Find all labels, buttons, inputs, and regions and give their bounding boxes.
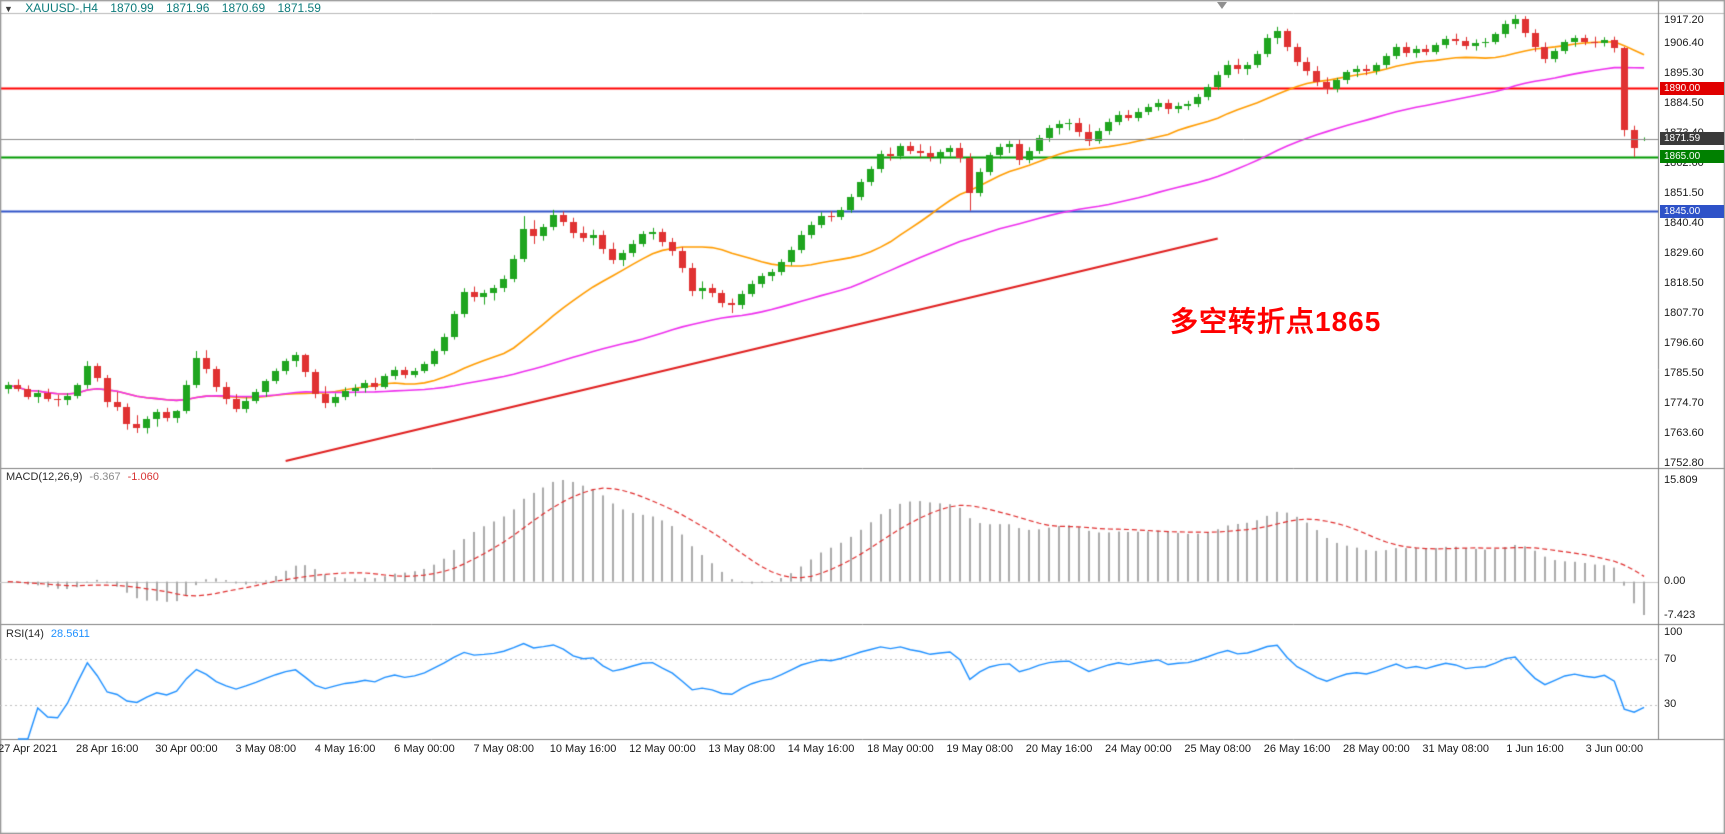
time-axis-label: 30 Apr 00:00	[155, 743, 218, 755]
time-axis-label: 3 May 08:00	[235, 743, 297, 755]
time-axis-label: 25 May 08:00	[1184, 743, 1252, 755]
rsi-value: 28.5611	[50, 628, 90, 640]
price-axis-label: 1796.60	[1664, 336, 1704, 349]
time-axis-label: 13 May 08:00	[708, 743, 776, 755]
time-axis-label: 14 May 16:00	[787, 743, 855, 755]
chart-shift-marker-icon[interactable]	[1217, 2, 1227, 9]
macd-main-value: -6.367	[89, 471, 121, 483]
low-value: 1870.69	[221, 1, 266, 15]
chart-annotation-text[interactable]: 多空转折点1865	[1170, 306, 1382, 337]
macd-axis-label: 15.809	[1664, 473, 1698, 486]
price-axis-label: 1840.40	[1664, 217, 1704, 230]
high-value: 1871.96	[166, 1, 210, 15]
time-axis-label: 28 Apr 16:00	[75, 743, 139, 755]
time-axis-label: 12 May 00:00	[629, 743, 696, 755]
rsi-indicator-label: RSI(14) 28.5611	[6, 628, 90, 640]
rsi-name: RSI(14)	[6, 628, 44, 640]
price-axis-label: 1807.70	[1664, 306, 1704, 319]
time-axis-label: 20 May 16:00	[1025, 743, 1093, 755]
time-axis-label: 24 May 00:00	[1105, 743, 1172, 755]
macd-signal-value: -1.060	[127, 471, 159, 483]
close-value: 1871.59	[277, 1, 321, 15]
price-tag: 1865.00	[1660, 150, 1724, 164]
price-tag: 1890.00	[1660, 81, 1724, 95]
rsi-axis-label: 70	[1664, 652, 1677, 665]
time-axis-label: 27 Apr 2021	[0, 743, 58, 755]
price-axis-label: 1785.50	[1664, 367, 1704, 380]
price-axis-label: 1774.70	[1664, 396, 1704, 409]
rsi-axis-label: 30	[1664, 698, 1677, 711]
price-axis-label: 1851.50	[1664, 186, 1704, 199]
price-axis-label: 1906.40	[1664, 36, 1704, 49]
time-axis-label: 28 May 00:00	[1343, 743, 1410, 755]
rsi-axis-label: 100	[1664, 626, 1683, 638]
price-axis-label: 1884.50	[1664, 96, 1704, 109]
macd-axis-label: -7.423	[1664, 608, 1696, 621]
price-tag: 1845.00	[1660, 204, 1724, 218]
price-axis-label: 1829.60	[1664, 246, 1704, 259]
time-axis-label: 31 May 08:00	[1422, 743, 1489, 755]
time-axis-label: 18 May 00:00	[867, 743, 934, 755]
price-axis-label: 1752.80	[1664, 456, 1704, 469]
time-axis-label: 4 May 16:00	[314, 743, 376, 755]
open-value: 1870.99	[110, 1, 154, 15]
symbol-timeframe-label: XAUUSD-,H4	[25, 1, 98, 15]
time-axis-label: 10 May 16:00	[549, 743, 617, 755]
macd-axis-label: 0.00	[1664, 575, 1686, 588]
one-click-trading-arrow-icon[interactable]: ▼	[4, 4, 13, 14]
price-axis-label: 1895.30	[1664, 67, 1704, 80]
time-axis-label: 7 May 08:00	[473, 743, 535, 755]
price-axis-label: 1917.20	[1664, 14, 1704, 26]
time-axis-label: 3 Jun 00:00	[1585, 743, 1644, 755]
time-axis-label: 19 May 08:00	[946, 743, 1014, 755]
time-axis-label: 26 May 16:00	[1263, 743, 1331, 755]
macd-name: MACD(12,26,9)	[6, 471, 83, 483]
price-axis-label: 1763.60	[1664, 427, 1704, 439]
price-tag: 1871.59	[1660, 132, 1724, 146]
time-axis-label: 1 Jun 16:00	[1506, 743, 1564, 755]
macd-indicator-label: MACD(12,26,9) -6.367 -1.060	[6, 471, 159, 483]
time-axis-label: 6 May 00:00	[394, 743, 455, 755]
ohlc-readout: ▼ XAUUSD-,H4 1870.99 1871.96 1870.69 187…	[4, 1, 330, 15]
price-axis-label: 1818.50	[1664, 277, 1704, 290]
